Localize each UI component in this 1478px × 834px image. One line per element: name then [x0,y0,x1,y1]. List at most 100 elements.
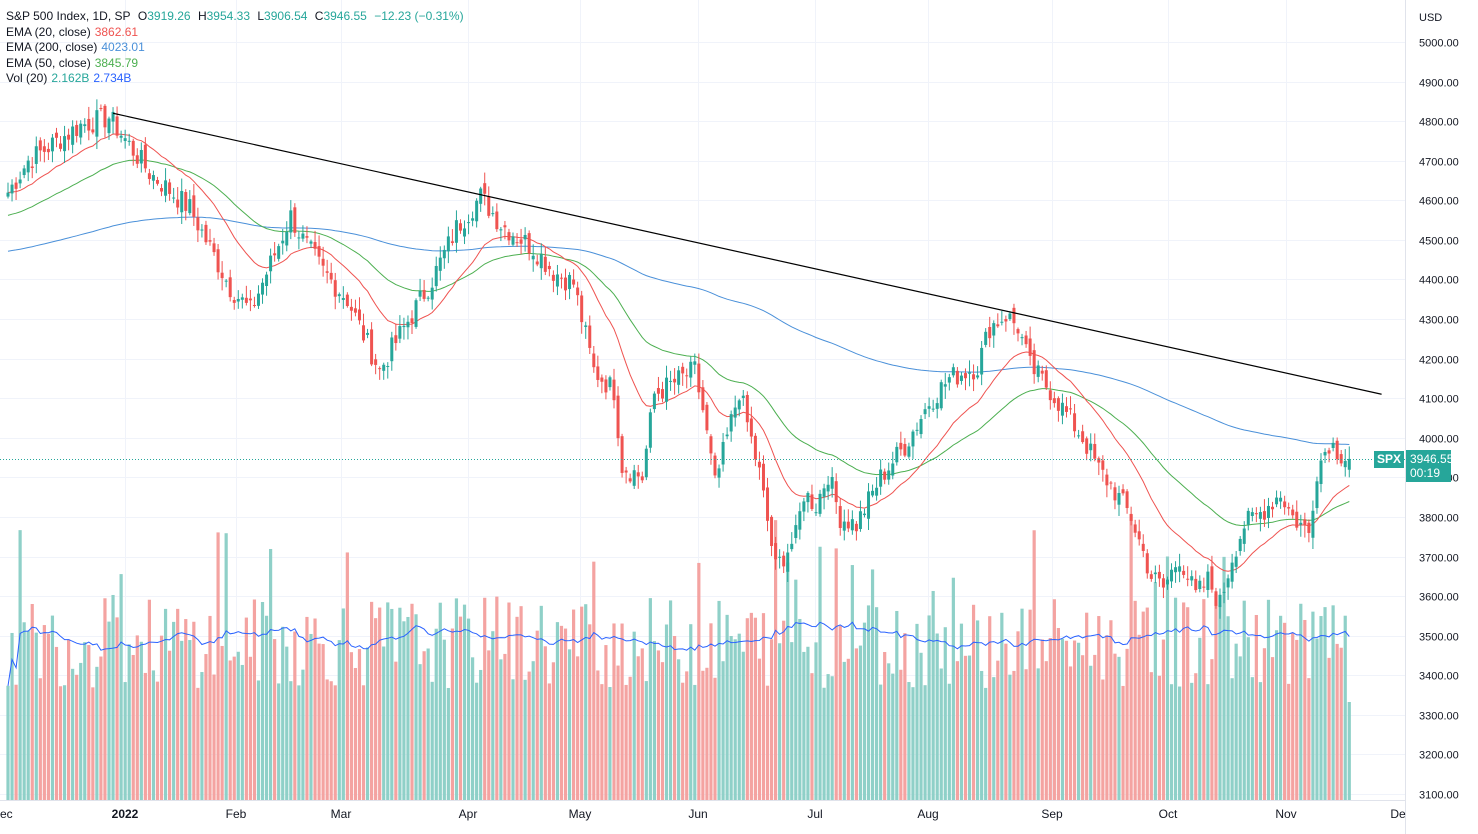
volume-bar [1028,609,1032,800]
volume-bar [769,639,774,800]
volume-bar [551,662,555,800]
price-tick-label: 3300.00 [1419,711,1459,723]
legend-vol-label: Vol (20) [6,71,48,85]
volume-bar [1234,643,1238,800]
volume-bar [1242,600,1246,800]
candle-body [1250,512,1254,517]
volume-bar [491,631,495,800]
candle-body [131,140,135,156]
volume-bar [131,654,135,800]
legend-ema50-value: 3845.79 [94,55,139,70]
volume-bar [656,650,661,800]
volume-bar [176,608,180,800]
candle-body [1121,489,1125,494]
volume-bar [83,642,87,800]
candle-body [1048,390,1052,401]
volume-bar [398,607,402,800]
candle-body [418,290,422,297]
volume-bar [923,685,927,800]
candle-body [1008,313,1012,320]
volume-bar [527,671,531,800]
candle-body [491,213,495,215]
candle-body [919,419,923,435]
candle-body [903,443,907,456]
candle-body [273,253,277,256]
volume-bar [628,676,632,800]
candle-body [244,297,248,303]
legend-volume[interactable]: Vol (20) 2.162B 2.734B [6,71,468,87]
volume-bar [967,655,972,800]
volume-bar [1004,643,1008,800]
currency-label[interactable]: USD [1419,12,1443,24]
volume-bar [814,642,818,800]
candle-body [390,337,394,362]
candle-body [224,280,228,282]
candle-body [810,494,814,509]
volume-bar [519,606,523,800]
candle-body [1307,522,1311,533]
candle-body [988,327,992,339]
legend-symbol[interactable]: S&P 500 Index, 1D, SP [6,9,131,23]
volume-bar [462,604,467,800]
volume-bar [1093,654,1097,800]
volume-bar [1299,603,1303,800]
candle-body [483,183,487,194]
legend-ema50[interactable]: EMA (50, close) 3845.79 [6,56,468,72]
volume-bar [135,635,139,800]
volume-bar [992,677,996,800]
legend-change: −12.23 (−0.31%) [374,9,464,23]
volume-bar [580,606,584,800]
volume-bar [1319,616,1323,800]
volume-bar [297,685,301,800]
candle-body [802,501,806,512]
volume-bar [935,633,939,800]
candle-body [555,274,559,287]
volume-bar [854,648,858,800]
volume-bar [87,645,91,800]
trendline[interactable] [112,112,1382,395]
volume-bar [337,640,341,800]
volume-bar [1012,670,1016,800]
candle-body [959,375,963,381]
legend-ema200[interactable]: EMA (200, close) 4023.01 [6,40,468,56]
legend-ema20[interactable]: EMA (20, close) 3862.61 [6,25,468,41]
volume-bar [1173,597,1178,800]
candle-body [1064,406,1068,412]
volume-bar [1258,682,1262,800]
candle-body [487,196,491,216]
candle-body [99,108,103,110]
candle-body [333,280,337,297]
candle-body [669,380,673,382]
time-tick-label: De [1390,807,1406,821]
volume-bar [782,620,786,800]
volume-bar [273,639,277,800]
candle-body [822,488,826,497]
candle-body [709,436,713,454]
volume-bar [891,673,895,800]
candle-body [628,478,632,482]
candle-body [867,491,871,519]
candle-body [1032,350,1036,375]
candle-body [1178,566,1182,572]
candle-body [256,293,260,306]
candle-body [1141,543,1145,551]
volume-bar [402,621,406,800]
volume-bar [733,639,737,800]
candle-body [10,184,14,194]
symbol-tag: SPX [1374,451,1404,468]
candle-body [30,166,34,169]
volume-bar [616,665,620,800]
volume-bar [572,609,576,800]
candle-body [737,400,741,410]
time-axis[interactable]: ec 2022 Feb Mar Apr May Jun Jul Aug Sep Oct Nov De [0,807,1406,821]
price-tick-label: 3600.00 [1419,592,1459,604]
candle-body [1331,442,1335,448]
candle-body [353,308,357,313]
volume-bar [394,661,398,800]
candle-body [366,332,370,335]
volume-bar [875,607,879,800]
volume-bar [1149,672,1153,800]
legend-open-label: O [137,9,148,23]
candle-body [862,513,866,516]
